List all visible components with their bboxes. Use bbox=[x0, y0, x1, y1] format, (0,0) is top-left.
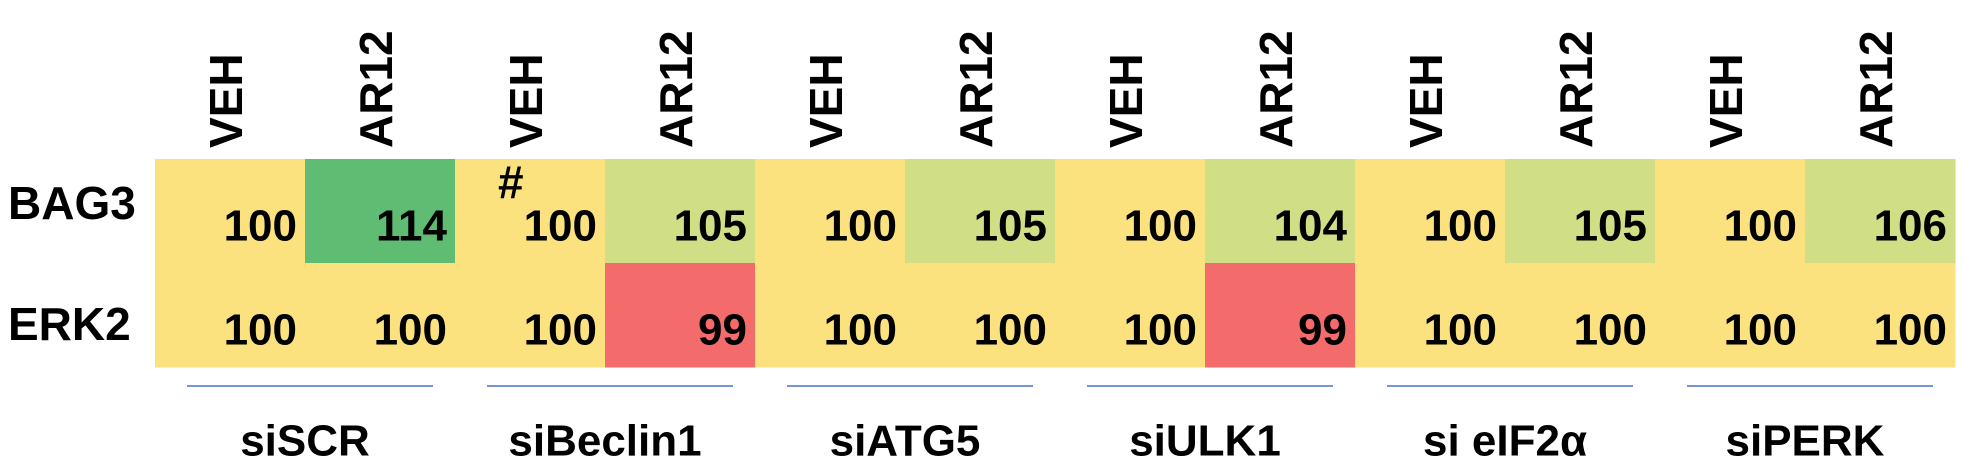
cell bbox=[1355, 263, 1506, 368]
cell bbox=[1655, 159, 1806, 264]
column-header: AR12 bbox=[1250, 30, 1302, 148]
cell-value: 100 bbox=[824, 306, 897, 355]
cell-value: 99 bbox=[1298, 306, 1347, 355]
cell-value: 100 bbox=[824, 202, 897, 251]
cell bbox=[1055, 263, 1206, 368]
group-label: siBeclin1 bbox=[508, 417, 701, 466]
column-header: AR12 bbox=[1550, 30, 1602, 148]
cell-value: 100 bbox=[224, 306, 297, 355]
cell bbox=[1655, 263, 1806, 368]
row-label: ERK2 bbox=[8, 298, 131, 350]
cell-value: 100 bbox=[1724, 306, 1797, 355]
column-header: VEH bbox=[1100, 53, 1152, 148]
cell-value: 106 bbox=[1874, 202, 1947, 251]
cell-value: 105 bbox=[974, 202, 1047, 251]
cell bbox=[1505, 263, 1656, 368]
cell-value: 100 bbox=[524, 306, 597, 355]
cell bbox=[905, 263, 1056, 368]
column-header: VEH bbox=[500, 53, 552, 148]
cell bbox=[905, 159, 1056, 264]
cell-value: 105 bbox=[1574, 202, 1647, 251]
cell-value: 100 bbox=[1874, 306, 1947, 355]
cell-value: 100 bbox=[1124, 306, 1197, 355]
cell bbox=[755, 263, 906, 368]
cell-value: 99 bbox=[698, 306, 747, 355]
cell bbox=[1205, 159, 1356, 264]
cell bbox=[155, 263, 306, 368]
cell-value: 100 bbox=[974, 306, 1047, 355]
cell-value: 100 bbox=[1424, 306, 1497, 355]
cell bbox=[305, 159, 456, 264]
column-header: AR12 bbox=[950, 30, 1002, 148]
cell bbox=[455, 159, 606, 264]
column-header: VEH bbox=[200, 53, 252, 148]
column-header: VEH bbox=[800, 53, 852, 148]
cell bbox=[1805, 263, 1956, 368]
cell bbox=[1205, 263, 1356, 368]
cell-value: 100 bbox=[524, 202, 597, 251]
cell-value: 114 bbox=[376, 202, 448, 251]
group-label: siSCR bbox=[240, 417, 370, 466]
cell-value: 104 bbox=[1274, 202, 1348, 251]
column-header: VEH bbox=[1700, 53, 1752, 148]
annotation: # bbox=[498, 156, 524, 208]
column-header: AR12 bbox=[350, 30, 402, 148]
group-label: siULK1 bbox=[1129, 417, 1281, 466]
cell bbox=[1355, 159, 1506, 264]
cell bbox=[305, 263, 456, 368]
cell bbox=[1805, 159, 1956, 264]
cell bbox=[155, 159, 306, 264]
column-header: AR12 bbox=[650, 30, 702, 148]
cell bbox=[1505, 159, 1656, 264]
group-label: siPERK bbox=[1726, 417, 1885, 466]
group-label: siATG5 bbox=[830, 417, 981, 466]
cell bbox=[455, 263, 606, 368]
column-header: AR12 bbox=[1850, 30, 1902, 148]
cell-value: 100 bbox=[1574, 306, 1647, 355]
column-header: VEH bbox=[1400, 53, 1452, 148]
cell bbox=[605, 263, 756, 368]
cell-value: 100 bbox=[374, 306, 447, 355]
cell-value: 100 bbox=[1424, 202, 1497, 251]
cell-value: 100 bbox=[1124, 202, 1197, 251]
cell bbox=[755, 159, 906, 264]
cell-value: 105 bbox=[674, 202, 747, 251]
cell-value: 100 bbox=[1724, 202, 1797, 251]
group-label: si eIF2α bbox=[1423, 417, 1587, 466]
cell bbox=[1055, 159, 1206, 264]
row-label: BAG3 bbox=[8, 177, 136, 229]
cell bbox=[605, 159, 756, 264]
cell-value: 100 bbox=[224, 202, 297, 251]
